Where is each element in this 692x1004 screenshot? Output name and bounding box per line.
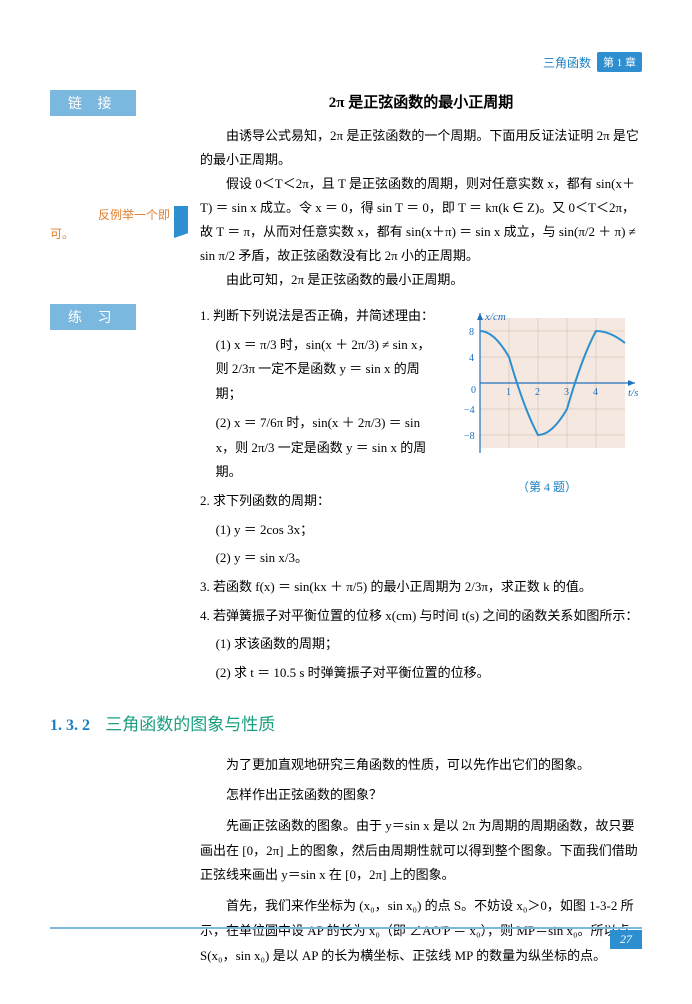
svg-text:4: 4 bbox=[469, 353, 474, 364]
svg-text:1: 1 bbox=[506, 387, 511, 398]
svg-text:−4: −4 bbox=[464, 405, 475, 416]
body-p4: 首先，我们来作坐标为 (x₀，sin x₀) 的点 S。不妨设 x₀＞0，如图 … bbox=[200, 894, 642, 968]
body-p2: 怎样作出正弦函数的图象？ bbox=[200, 783, 642, 808]
q2-1: (1) y ＝ 2cos 3x； bbox=[200, 518, 642, 543]
q4-2: (2) 求 t ＝ 10.5 s 时弹簧振子对平衡位置的位移。 bbox=[200, 661, 642, 686]
spring-chart: x/cm t/s 8 4 0 −4 −8 1 2 3 4 bbox=[452, 308, 642, 463]
chart-container: x/cm t/s 8 4 0 −4 −8 1 2 3 4 （第 4 题） bbox=[452, 308, 642, 498]
link-title: 2π 是正弦函数的最小正周期 bbox=[200, 90, 642, 118]
body-p1: 为了更加直观地研究三角函数的性质，可以先作出它们的图象。 bbox=[200, 753, 642, 778]
footer-line bbox=[50, 927, 642, 929]
q4-1: (1) 求该函数的周期； bbox=[200, 632, 642, 657]
subject-label: 三角函数 bbox=[543, 54, 591, 71]
body-p3: 先画正弦函数的图象。由于 y＝sin x 是以 2π 为周期的周期函数，故只要画… bbox=[200, 814, 642, 888]
section-num: 1. 3. 2 bbox=[50, 717, 90, 734]
svg-text:8: 8 bbox=[469, 327, 474, 338]
exercise-label: 练 习 bbox=[50, 304, 136, 330]
link-p2: 假设 0＜T＜2π，且 T 是正弦函数的周期，则对任意实数 x，都有 sin(x… bbox=[200, 172, 642, 268]
q4: 4. 若弹簧振子对平衡位置的位移 x(cm) 与时间 t(s) 之间的函数关系如… bbox=[200, 604, 642, 629]
margin-note-line1: 反例举一个即 bbox=[50, 206, 180, 225]
section-heading: 1. 3. 2 三角函数的图象与性质 bbox=[50, 710, 642, 735]
link-section-label: 链 接 bbox=[50, 90, 136, 116]
svg-text:x/cm: x/cm bbox=[484, 311, 506, 323]
page-number: 27 bbox=[610, 930, 642, 949]
svg-text:3: 3 bbox=[564, 387, 569, 398]
svg-text:−8: −8 bbox=[464, 431, 475, 442]
q3: 3. 若函数 f(x) ＝ sin(kx ＋ π/5) 的最小正周期为 2/3π… bbox=[200, 575, 642, 600]
q2-2: (2) y ＝ sin x/3。 bbox=[200, 546, 642, 571]
chart-caption: （第 4 题） bbox=[452, 476, 642, 499]
link-p1: 由诱导公式易知，2π 是正弦函数的一个周期。下面用反证法证明 2π 是它的最小正… bbox=[200, 124, 642, 172]
chapter-tag: 第 1 章 bbox=[597, 52, 642, 72]
svg-text:0: 0 bbox=[471, 385, 476, 396]
svg-text:t/s: t/s bbox=[628, 387, 638, 399]
page-header: 三角函数 第 1 章 bbox=[543, 52, 642, 72]
link-p3: 由此可知，2π 是正弦函数的最小正周期。 bbox=[200, 268, 642, 292]
margin-note-line2: 可。 bbox=[50, 225, 180, 244]
svg-text:4: 4 bbox=[593, 387, 598, 398]
margin-note-tab bbox=[174, 206, 188, 238]
svg-text:2: 2 bbox=[535, 387, 540, 398]
section-title: 三角函数的图象与性质 bbox=[105, 715, 275, 734]
margin-note: 反例举一个即 可。 bbox=[50, 206, 180, 244]
